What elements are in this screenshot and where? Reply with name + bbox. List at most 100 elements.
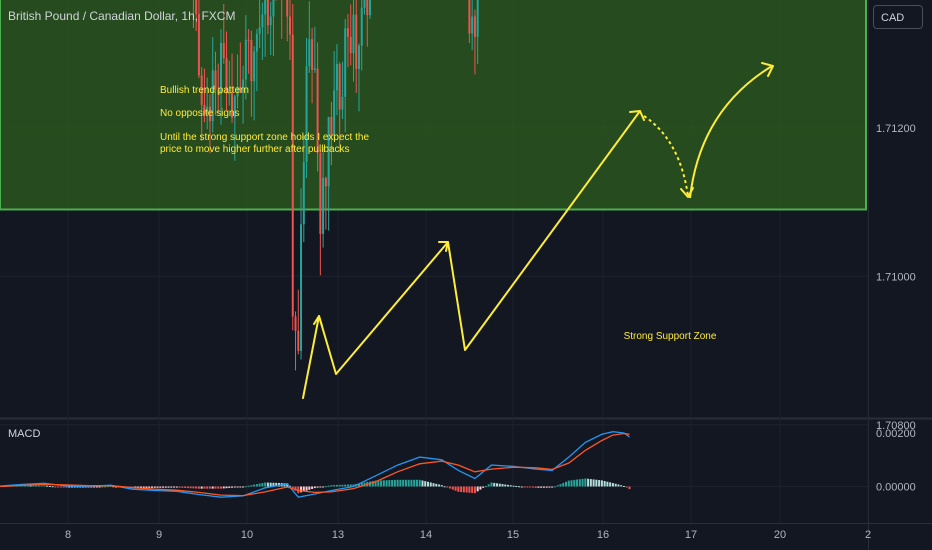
macd-histogram-bar	[313, 486, 316, 489]
macd-histogram-bar	[482, 486, 485, 488]
candle-body	[311, 39, 314, 71]
macd-histogram-bar	[151, 486, 153, 488]
macd-histogram-bar	[520, 486, 523, 488]
macd-histogram-bar	[266, 482, 269, 487]
macd-histogram-bar	[178, 486, 181, 488]
zigzag-arrowhead-3	[629, 110, 645, 121]
macd-histogram-bar	[40, 485, 43, 487]
candle-body	[228, 93, 231, 95]
candle-body	[324, 177, 327, 187]
macd-histogram-bar	[90, 486, 93, 488]
macd-histogram-bar	[385, 480, 388, 487]
macd-histogram-bar	[471, 486, 474, 493]
macd-histogram-bar	[333, 485, 336, 487]
macd-histogram-bar	[462, 486, 465, 493]
candle-body	[266, 0, 269, 26]
candle-body	[335, 63, 338, 91]
macd-histogram-bar	[620, 485, 623, 487]
macd-histogram-bar	[302, 486, 305, 492]
macd-histogram-bar	[542, 486, 545, 488]
macd-histogram-bar	[484, 486, 487, 488]
macd-histogram-bar	[159, 486, 162, 488]
macd-histogram-bar	[413, 479, 416, 487]
macd-histogram-bar	[584, 478, 587, 487]
candle-body	[231, 93, 234, 118]
macd-histogram-bar	[523, 486, 526, 488]
candle-body	[476, 0, 479, 37]
support-zone	[0, 0, 867, 211]
macd-histogram-bar	[487, 484, 490, 487]
macd-histogram-bar	[567, 480, 570, 487]
macd-histogram-bar	[614, 483, 617, 487]
macd-histogram-bar	[220, 486, 222, 489]
macd-histogram-bar	[451, 486, 454, 490]
macd-histogram-bar	[206, 486, 209, 489]
bullish-arrowhead	[761, 62, 774, 77]
macd-histogram-bar	[476, 486, 479, 492]
candle-body	[250, 39, 253, 82]
macd-histogram-bar	[432, 483, 435, 487]
macd-histogram-bar	[104, 486, 107, 488]
macd-histogram-bar	[545, 486, 548, 488]
candle-body	[363, 0, 366, 8]
macd-histogram-bar	[457, 486, 460, 492]
x-tick-label: 2	[865, 529, 871, 541]
currency-selector-button[interactable]: CAD	[873, 5, 923, 29]
candle-body	[360, 7, 363, 46]
macd-histogram-bar	[589, 479, 592, 487]
macd-histogram-bar	[272, 482, 275, 487]
candle-body	[366, 0, 369, 16]
macd-histogram-bar	[358, 483, 360, 487]
macd-histogram-bar	[294, 486, 297, 491]
x-tick-label: 17	[685, 529, 697, 541]
macd-histogram-bar	[465, 486, 468, 493]
candle-body	[247, 39, 250, 41]
macd-histogram-bar	[24, 485, 27, 487]
macd-histogram-bar	[559, 484, 562, 487]
support-zone-label: Strong Support Zone	[623, 331, 717, 342]
macd-histogram-bar	[192, 486, 195, 489]
macd-histogram-bar	[112, 486, 115, 488]
candle-body	[358, 45, 360, 69]
macd-histogram-bar	[79, 486, 82, 488]
y-tick-label: 1.70800	[876, 420, 916, 432]
macd-histogram-bar	[529, 486, 532, 488]
macd-histogram-bar	[286, 483, 289, 487]
macd-histogram-bar	[341, 484, 344, 487]
candle-body	[291, 34, 294, 317]
macd-histogram-bar	[374, 480, 377, 487]
zigzag-arrowhead-2	[438, 241, 449, 252]
macd-histogram-bar	[592, 479, 595, 487]
macd-histogram-bar	[473, 486, 476, 494]
x-tick-label: 8	[65, 529, 71, 541]
macd-histogram-bar	[526, 486, 529, 488]
macd-histogram-bar	[311, 486, 314, 489]
candle-body	[261, 14, 264, 28]
x-tick-label: 9	[156, 529, 162, 541]
macd-histogram-bar	[173, 486, 176, 488]
macd-histogram-bar	[402, 479, 405, 487]
macd-histogram-bar	[573, 479, 576, 487]
trend-zigzag-line	[302, 110, 641, 399]
macd-histogram-bar	[443, 486, 446, 488]
macd-histogram-bar	[548, 486, 551, 488]
macd-histogram-bar	[611, 483, 614, 487]
candle-body	[258, 27, 261, 34]
candle-body	[220, 42, 222, 94]
macd-histogram-bar	[142, 486, 145, 488]
macd-histogram-bar	[300, 486, 303, 493]
macd-histogram-bar	[167, 486, 170, 488]
annotation-support-expectation: Until the strong support zone holds I ex…	[160, 132, 370, 155]
macd-histogram-bar	[468, 486, 471, 493]
macd-histogram-bar	[76, 486, 79, 488]
candle-body	[253, 51, 256, 82]
macd-histogram-bar	[59, 486, 62, 488]
macd-histogram-bar	[316, 486, 319, 488]
candle-body	[322, 177, 325, 234]
x-tick-label: 10	[241, 529, 253, 541]
macd-histogram-bar	[399, 479, 402, 487]
candle-body	[269, 16, 272, 26]
candle-body	[203, 104, 206, 114]
macd-histogram-bar	[164, 486, 167, 488]
